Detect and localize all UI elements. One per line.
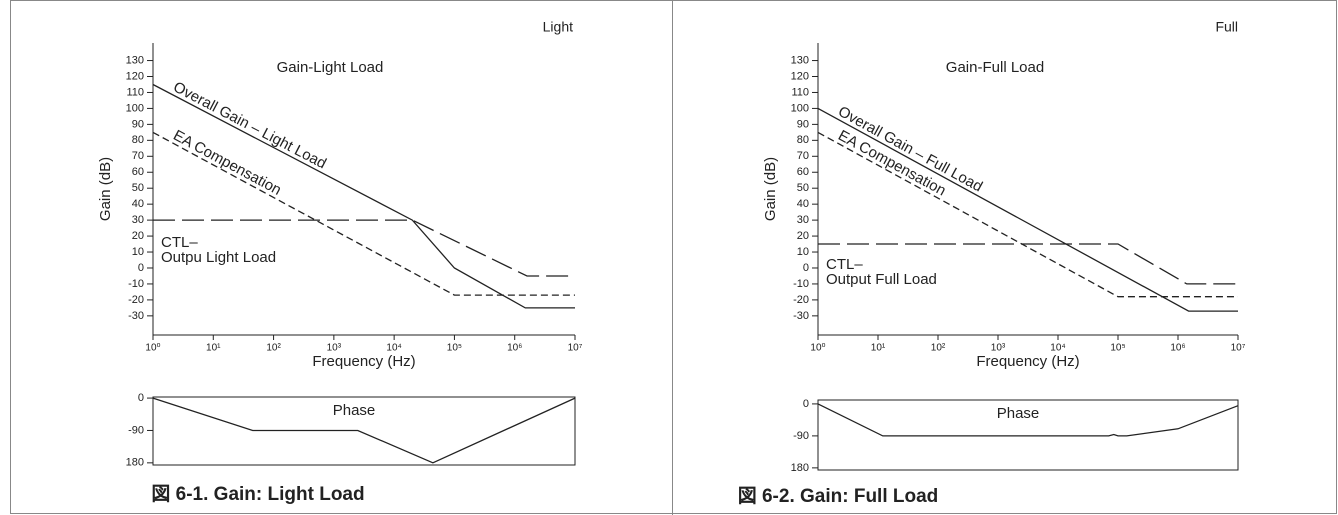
y-tick-label: 80 (797, 134, 809, 146)
chart-title: Gain-Light Load (277, 59, 384, 76)
x-tick-label: 10⁷ (1231, 343, 1246, 354)
x-tick-label: 10⁰ (810, 343, 825, 354)
frame (10, 0, 1337, 514)
y-tick-label: -90 (793, 430, 809, 442)
x-tick-label: 10⁴ (1050, 343, 1065, 354)
y-tick-label: 10 (797, 246, 809, 258)
x-tick-label: 10⁵ (1110, 343, 1125, 354)
y-tick-label: 50 (797, 182, 809, 194)
y-tick-label: 100 (791, 102, 809, 114)
y-tick-label: -30 (128, 310, 144, 322)
y-tick-label: 40 (797, 198, 809, 210)
plot-frame (817, 399, 1239, 471)
y-tick-label: 50 (132, 182, 144, 194)
panel-header: Full (1215, 19, 1238, 35)
series-line (152, 397, 576, 464)
series-line (817, 403, 1239, 437)
x-tick-label: 10⁶ (1170, 343, 1185, 354)
y-tick-label: -10 (128, 278, 144, 290)
x-tick-label: 10¹ (206, 343, 221, 354)
annotation: Outpu Light Load (161, 249, 276, 266)
x-tick-label: 10⁶ (507, 343, 522, 354)
series-line (152, 131, 575, 296)
y-tick-label: 120 (126, 70, 144, 82)
x-tick-label: 10¹ (871, 343, 886, 354)
caption: 図 6-1. Gain: Light Load (151, 483, 364, 505)
y-tick-label: 30 (132, 214, 144, 226)
chart-title: Phase (997, 405, 1040, 422)
y-tick-label: 110 (791, 86, 809, 98)
y-tick-label: 30 (797, 214, 809, 226)
annotation: CTL– (826, 256, 863, 273)
x-tick-label: 10³ (991, 343, 1006, 354)
y-tick-label: 10 (132, 246, 144, 258)
series-line (817, 131, 1238, 298)
y-tick-label: 60 (797, 166, 809, 178)
y-axis-label: Gain (dB) (762, 157, 779, 221)
y-tick-label: -10 (793, 278, 809, 290)
panel-header: Light (543, 19, 573, 35)
y-tick-label: 180 (791, 462, 809, 474)
y-tick-label: 40 (132, 198, 144, 210)
chart-title: Phase (333, 402, 376, 419)
chart-title: Gain-Full Load (946, 59, 1044, 76)
y-tick-label: 90 (797, 118, 809, 130)
series-line (152, 83, 575, 309)
y-tick-label: 70 (132, 150, 144, 162)
series-line (153, 219, 575, 277)
y-tick-label: -20 (793, 294, 809, 306)
y-tick-label: 70 (797, 150, 809, 162)
y-tick-label: 60 (132, 166, 144, 178)
x-tick-label: 10² (931, 343, 946, 354)
series-line (818, 243, 1238, 285)
x-axis-label: Frequency (Hz) (312, 353, 415, 370)
x-tick-label: 10⁴ (386, 343, 401, 354)
x-tick-label: 10⁷ (568, 343, 583, 354)
y-tick-label: 120 (791, 70, 809, 82)
y-tick-label: -30 (793, 310, 809, 322)
plot-frame (152, 396, 576, 466)
y-tick-label: 20 (797, 230, 809, 242)
x-tick-label: 10⁰ (145, 343, 160, 354)
y-tick-label: 130 (126, 54, 144, 66)
y-tick-label: 0 (803, 398, 809, 410)
x-axis-label: Frequency (Hz) (976, 353, 1079, 370)
series-line (817, 107, 1238, 312)
y-tick-label: 80 (132, 134, 144, 146)
y-tick-label: -90 (128, 424, 144, 436)
y-tick-label: 0 (803, 262, 809, 274)
y-tick-label: 90 (132, 118, 144, 130)
y-tick-label: 0 (138, 392, 144, 404)
y-tick-label: 130 (791, 54, 809, 66)
series-label: Overall Gain – Light Load (170, 79, 329, 173)
x-tick-label: 10⁵ (447, 343, 462, 354)
y-tick-label: 20 (132, 230, 144, 242)
y-axis-label: Gain (dB) (97, 157, 114, 221)
y-tick-label: 100 (126, 102, 144, 114)
caption: 図 6-2. Gain: Full Load (738, 485, 939, 507)
annotation: CTL– (161, 234, 198, 251)
x-tick-label: 10² (266, 343, 281, 354)
y-tick-label: -20 (128, 294, 144, 306)
x-tick-label: 10³ (327, 343, 342, 354)
y-tick-label: 180 (126, 457, 144, 469)
annotation: Output Full Load (826, 271, 937, 288)
y-tick-label: 0 (138, 262, 144, 274)
y-tick-label: 110 (126, 86, 144, 98)
